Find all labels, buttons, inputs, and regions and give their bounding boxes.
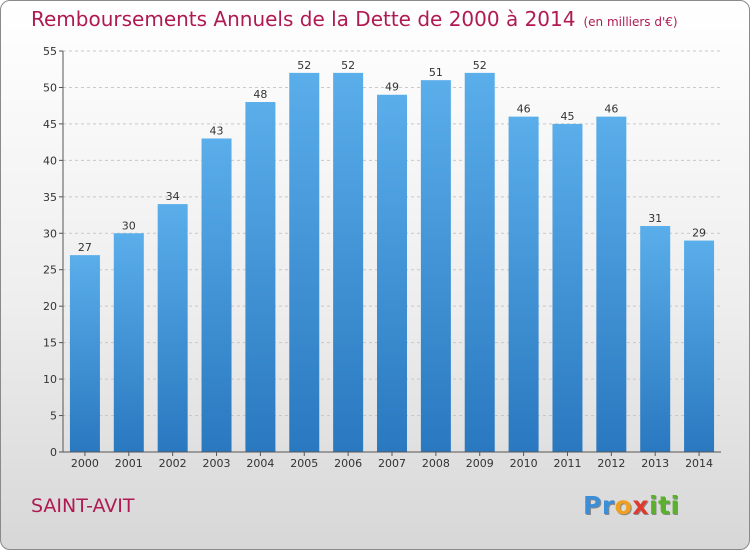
x-tick-label-2005: 2005 — [290, 457, 318, 470]
data-label-2001: 30 — [122, 219, 136, 232]
logo-letter: x — [632, 491, 649, 520]
data-label-2002: 34 — [166, 190, 180, 203]
data-label-2010: 46 — [517, 103, 531, 116]
x-tick-label-2009: 2009 — [466, 457, 494, 470]
bar-2004 — [245, 102, 276, 452]
x-tick-label-2003: 2003 — [203, 457, 231, 470]
y-tick-label: 40 — [43, 154, 57, 167]
x-tick-label-2006: 2006 — [334, 457, 362, 470]
bar-2005 — [289, 72, 320, 452]
data-label-2013: 31 — [648, 212, 662, 225]
chart-subtitle: (en milliers d'€) — [583, 15, 678, 29]
logo-letter: i — [649, 491, 659, 520]
y-tick-label: 35 — [43, 191, 57, 204]
logo-letter: o — [614, 491, 633, 520]
bar-2007 — [377, 94, 407, 452]
city-name: SAINT-AVIT — [31, 495, 135, 517]
data-label-2004: 48 — [253, 88, 267, 101]
x-tick-label-2012: 2012 — [597, 457, 625, 470]
labels: 0 5 10 15 20 25 30 35 40 45 50 55 27 2000 30 2001 34 2002… — [43, 45, 713, 470]
y-tick-label: 10 — [43, 373, 57, 386]
bar-2013 — [640, 225, 671, 452]
bar-2011 — [552, 123, 583, 452]
x-tick-label-2011: 2011 — [553, 457, 581, 470]
data-label-2012: 46 — [604, 103, 618, 116]
bar-2003 — [201, 138, 232, 452]
y-tick-label: 15 — [43, 337, 57, 350]
bar-2012 — [596, 116, 627, 453]
logo-letter: i — [670, 491, 680, 520]
bar-2001 — [113, 233, 144, 452]
bar-2002 — [157, 204, 188, 452]
logo-letter: t — [658, 491, 671, 520]
logo-letter: r — [601, 491, 615, 520]
x-tick-label-2014: 2014 — [685, 457, 713, 470]
x-tick-label-2001: 2001 — [115, 457, 143, 470]
bar-2006 — [333, 72, 364, 452]
bar-2008 — [420, 80, 451, 452]
y-tick-label: 20 — [43, 300, 57, 313]
y-tick-label: 45 — [43, 118, 57, 131]
logo-letter: P — [583, 491, 602, 520]
x-tick-label-2008: 2008 — [422, 457, 450, 470]
y-tick-label: 55 — [43, 45, 57, 58]
data-label-2009: 52 — [473, 59, 487, 72]
data-label-2007: 49 — [385, 81, 399, 94]
data-label-2003: 43 — [210, 124, 224, 137]
y-tick-label: 5 — [50, 410, 57, 423]
x-tick-label-2007: 2007 — [378, 457, 406, 470]
data-label-2006: 52 — [341, 59, 355, 72]
data-label-2011: 45 — [560, 110, 574, 123]
x-tick-label-2004: 2004 — [246, 457, 274, 470]
bar-2014 — [684, 240, 715, 452]
x-tick-label-2000: 2000 — [71, 457, 99, 470]
proxiti-logo[interactable]: Proxiti — [583, 491, 680, 520]
bar-2009 — [464, 72, 495, 452]
y-tick-label: 30 — [43, 227, 57, 240]
bar-2000 — [69, 255, 100, 452]
axes — [59, 50, 721, 456]
x-tick-label-2010: 2010 — [510, 457, 538, 470]
data-label-2008: 51 — [429, 66, 443, 79]
y-tick-label: 0 — [50, 446, 57, 459]
data-label-2014: 29 — [692, 227, 706, 240]
x-tick-label-2002: 2002 — [159, 457, 187, 470]
y-tick-label: 25 — [43, 264, 57, 277]
x-tick-label-2013: 2013 — [641, 457, 669, 470]
chart-title: Remboursements Annuels de la Dette de 20… — [31, 7, 678, 31]
data-label-2000: 27 — [78, 241, 92, 254]
bar-2010 — [508, 116, 539, 453]
bars — [69, 72, 715, 453]
data-label-2005: 52 — [297, 59, 311, 72]
y-tick-label: 50 — [43, 81, 57, 94]
